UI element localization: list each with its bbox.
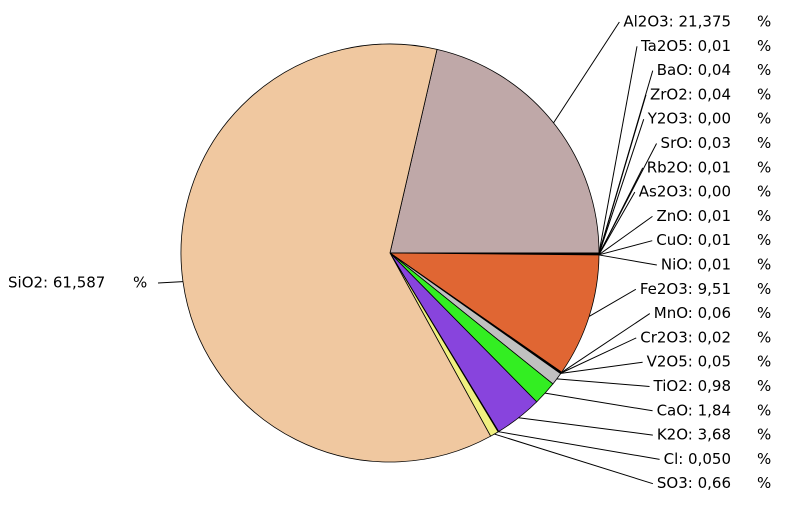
slice-label: Y2O3: 0,00 (647, 110, 731, 128)
slice-label: SrO: 0,03 (661, 134, 731, 152)
leader-line (556, 378, 650, 387)
leader-line (553, 21, 620, 124)
slice-unit: % (757, 280, 771, 298)
slice-unit: % (757, 158, 771, 176)
leader-line (598, 191, 636, 255)
slice-unit: % (757, 13, 771, 31)
slice-unit: % (757, 426, 771, 444)
slice-unit: % (133, 274, 147, 292)
slice-unit: % (757, 450, 771, 468)
slice-unit: % (757, 401, 771, 419)
slice-unit: % (757, 85, 771, 103)
leader-line (544, 392, 653, 412)
leader-line (494, 433, 654, 485)
leader-line (598, 240, 653, 256)
slice-label: ZrO2: 0,04 (650, 85, 731, 103)
slice-unit: % (757, 256, 771, 274)
leader-line (561, 313, 651, 373)
leader-line (598, 94, 647, 254)
leader-line (598, 119, 645, 255)
slice-label: V2O5: 0,05 (647, 353, 731, 371)
pie-slice (388, 252, 600, 373)
slice-label: NiO: 0,01 (661, 256, 731, 274)
leader-line (588, 288, 637, 317)
slice-label: CaO: 1,84 (657, 401, 731, 419)
slice-label: Fe2O3: 9,51 (640, 280, 731, 298)
slice-unit: % (757, 110, 771, 128)
leader-line (157, 281, 184, 284)
slice-label: Rb2O: 0,01 (647, 158, 731, 176)
slice-label: Cr2O3: 0,02 (640, 328, 731, 346)
slice-label: ZnO: 0,01 (656, 207, 731, 225)
leader-line (598, 167, 644, 255)
slice-label: Ta2O5: 0,01 (640, 37, 731, 55)
slice-label: SO3: 0,66 (657, 474, 731, 492)
slice-label: K2O: 3,68 (657, 426, 731, 444)
slice-label: Al2O3: 21,375 (623, 13, 731, 31)
leader-line (498, 431, 660, 460)
slice-unit: % (757, 61, 771, 79)
slice-unit: % (757, 134, 771, 152)
slice-unit: % (757, 231, 771, 249)
slice-label: TiO2: 0,98 (653, 377, 731, 395)
slice-unit: % (757, 37, 771, 55)
slice-label: MnO: 0,06 (654, 304, 731, 322)
leader-line (598, 46, 638, 254)
slice-unit: % (757, 353, 771, 371)
slice-unit: % (757, 183, 771, 201)
slice-label: As2O3: 0,00 (639, 183, 731, 201)
leader-line (598, 215, 653, 256)
leader-line (560, 361, 643, 374)
leader-line (518, 417, 653, 436)
slice-unit: % (757, 474, 771, 492)
leader-line (560, 337, 637, 374)
leader-line (598, 254, 657, 266)
slice-label: Cl: 0,050 (664, 450, 731, 468)
slice-label: CuO: 0,01 (656, 231, 731, 249)
slice-unit: % (757, 207, 771, 225)
slice-unit: % (757, 377, 771, 395)
slice-label: SiO2: 61,587 (8, 274, 105, 292)
slice-label: BaO: 0,04 (657, 61, 731, 79)
slice-unit: % (757, 304, 771, 322)
slice-unit: % (757, 328, 771, 346)
